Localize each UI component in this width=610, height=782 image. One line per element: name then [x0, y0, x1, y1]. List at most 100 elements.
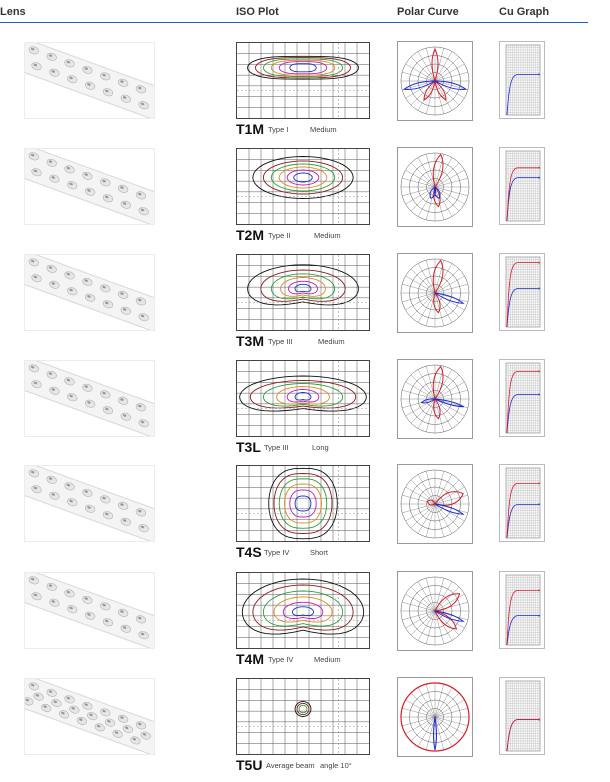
- svg-text:·: ·: [501, 264, 502, 267]
- polar-curve: [397, 253, 473, 333]
- header-lens: Lens: [0, 6, 26, 18]
- svg-text:·: ·: [501, 603, 502, 606]
- cu-graph-chart: · · · · · · · · · · ·: [501, 257, 541, 330]
- svg-text:·: ·: [501, 299, 502, 302]
- polar-series-blue: [433, 80, 468, 90]
- iso-contour: [289, 489, 317, 518]
- svg-text:·: ·: [501, 617, 502, 620]
- svg-text:·: ·: [501, 398, 502, 401]
- cu-graph-chart: · · · · · · · · · · ·: [501, 45, 541, 118]
- polar-series-red: [433, 185, 441, 208]
- iso-plot-chart: [237, 573, 369, 648]
- polar-series-red: [432, 153, 444, 189]
- cu-graph-chart: · · · · · · · · · · ·: [501, 468, 541, 541]
- polar-series-red: [434, 610, 458, 630]
- polar-series-red: [423, 79, 436, 101]
- polar-series-red: [434, 593, 461, 612]
- iso-plot: [236, 678, 370, 755]
- svg-text:·: ·: [501, 496, 502, 499]
- lens-photo: [24, 465, 155, 542]
- iso-contour: [262, 58, 344, 77]
- cu-series-blue: [506, 74, 538, 116]
- svg-text:·: ·: [501, 524, 502, 527]
- polar-curve: [397, 41, 473, 121]
- iso-contour: [286, 389, 320, 403]
- iso-plot-chart: [237, 149, 369, 224]
- iso-contour: [260, 269, 346, 302]
- svg-text:·: ·: [501, 510, 502, 513]
- svg-text:·: ·: [501, 433, 502, 436]
- svg-text:·: ·: [501, 207, 502, 210]
- polar-series-blue: [434, 503, 465, 515]
- iso-plot: [236, 254, 370, 331]
- iso-contour: [241, 578, 365, 635]
- svg-text:·: ·: [501, 327, 502, 330]
- cu-series-red: [506, 371, 538, 434]
- cu-graph-chart: · · · · · · · · · · ·: [501, 363, 541, 436]
- iso-contour: [268, 467, 338, 540]
- iso-contour: [255, 57, 351, 79]
- distribution-code: T3L: [236, 439, 261, 455]
- iso-contour: [296, 702, 310, 716]
- svg-text:·: ·: [501, 681, 502, 684]
- svg-text:·: ·: [501, 214, 502, 217]
- polar-curve-chart: [400, 469, 470, 539]
- svg-text:·: ·: [501, 624, 502, 627]
- lens-strip-image: [25, 255, 154, 330]
- cu-series-red: [506, 719, 538, 752]
- svg-text:·: ·: [501, 271, 502, 274]
- svg-text:·: ·: [501, 66, 502, 69]
- svg-text:·: ·: [501, 405, 502, 408]
- polar-series-red: [431, 47, 439, 83]
- distribution-distance: Short: [310, 548, 328, 557]
- svg-text:·: ·: [501, 165, 502, 168]
- cu-graph-chart: · · · · · · · · · · ·: [501, 575, 541, 648]
- iso-contour: [294, 392, 312, 401]
- svg-text:·: ·: [501, 610, 502, 613]
- svg-text:·: ·: [501, 412, 502, 415]
- header-divider: [0, 22, 588, 23]
- svg-text:·: ·: [501, 582, 502, 585]
- svg-text:·: ·: [501, 52, 502, 55]
- polar-curve: [397, 571, 473, 651]
- polar-series-red: [434, 79, 447, 101]
- cu-graph-chart: · · · · · · · · · · ·: [501, 151, 541, 224]
- polar-curve-chart: [400, 682, 470, 752]
- svg-text:·: ·: [501, 306, 502, 309]
- distribution-distance: Medium: [314, 655, 341, 664]
- polar-series-blue: [434, 610, 465, 622]
- lens-strip-image: [25, 361, 154, 436]
- svg-text:·: ·: [501, 538, 502, 541]
- cu-graph: · · · · · · · · · · ·: [499, 41, 545, 119]
- polar-curve-chart: [400, 364, 470, 434]
- distribution-distance: angle 10°: [320, 761, 352, 770]
- svg-text:·: ·: [501, 158, 502, 161]
- distribution-type: Type II: [268, 231, 291, 240]
- cu-series-red: [506, 262, 538, 328]
- distribution-type: Type IV: [268, 655, 294, 664]
- svg-text:·: ·: [501, 575, 502, 578]
- svg-text:·: ·: [501, 59, 502, 62]
- lens-photo: [24, 678, 155, 755]
- iso-contour: [270, 273, 336, 300]
- lens-photo: [24, 360, 155, 437]
- iso-contour: [247, 55, 359, 80]
- iso-contour: [282, 601, 324, 619]
- distribution-code: T4S: [236, 544, 262, 560]
- svg-text:·: ·: [501, 489, 502, 492]
- polar-curve-chart: [400, 258, 470, 328]
- iso-plot-chart: [237, 466, 369, 541]
- iso-contour: [273, 596, 333, 623]
- distribution-distance: Medium: [314, 231, 341, 240]
- svg-text:·: ·: [501, 419, 502, 422]
- svg-text:·: ·: [501, 695, 502, 698]
- polar-series-red: [426, 499, 436, 506]
- distribution-type: Type III: [264, 443, 289, 452]
- svg-text:·: ·: [501, 45, 502, 48]
- polar-series-blue: [434, 398, 465, 408]
- svg-text:·: ·: [501, 313, 502, 316]
- iso-plot: [236, 360, 370, 437]
- distribution-distance: Long: [312, 443, 329, 452]
- distribution-code: T5U: [236, 757, 263, 773]
- iso-plot: [236, 465, 370, 542]
